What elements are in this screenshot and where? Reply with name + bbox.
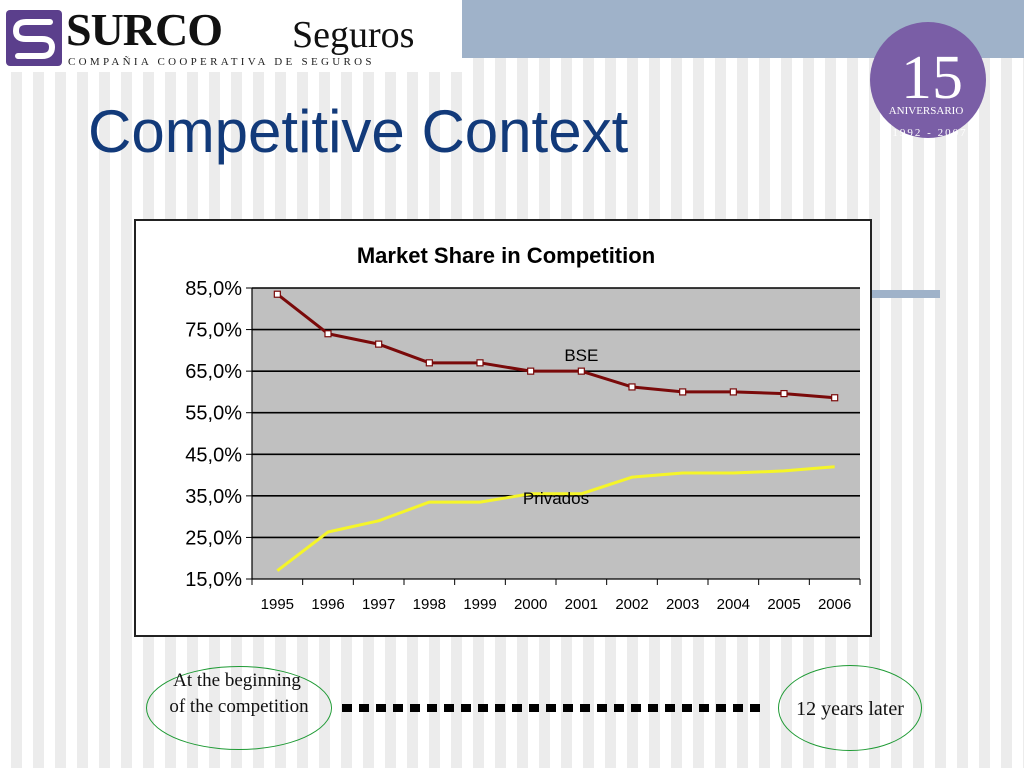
start-note-line1: At the beginning: [173, 670, 301, 691]
x-tick-label: 2005: [767, 596, 800, 613]
x-tick-label: 2002: [615, 596, 648, 613]
x-tick-label: 2003: [666, 596, 699, 613]
x-tick-label: 1998: [413, 596, 446, 613]
y-tick-label: 55,0%: [185, 403, 242, 425]
series-label-privados: Privados: [523, 489, 589, 508]
brand-tagline: COMPAÑIA COOPERATIVA DE SEGUROS: [68, 56, 375, 68]
series-label-bse: BSE: [564, 346, 598, 365]
data-point: [324, 330, 332, 338]
data-point: [476, 359, 484, 367]
seal-label: ANIVERSARIO: [889, 105, 964, 117]
x-tick-label: 1997: [362, 596, 395, 613]
market-share-chart: Market Share in Competition 15,0% 25,0% 35…: [185, 243, 861, 613]
end-note: 12 years later: [796, 698, 904, 720]
data-point: [577, 367, 585, 375]
x-tick-label: 2004: [717, 596, 750, 613]
start-note-line2: of the competition: [169, 696, 309, 717]
plot-area: [252, 288, 860, 579]
accent-dash: [872, 290, 940, 298]
page-title: Competitive Context: [88, 98, 629, 165]
data-point: [375, 340, 383, 348]
dotted-connector: [342, 704, 760, 712]
series-line-privados: [276, 465, 835, 572]
data-point: [679, 388, 687, 396]
company-logo: SURCO Seguros COMPAÑIA COOPERATIVA DE SE…: [0, 0, 462, 72]
brand-subname: Seguros: [292, 14, 415, 56]
y-tick-label: 45,0%: [185, 444, 242, 466]
x-tick-label: 2001: [565, 596, 598, 613]
data-point: [425, 359, 433, 367]
data-point: [729, 388, 737, 396]
series-line-bse: [276, 293, 835, 400]
x-tick-label: 2006: [818, 596, 851, 613]
chart-panel: Market Share in Competition 15,0% 25,0% 35…: [134, 219, 872, 637]
x-tick-label: 1996: [311, 596, 344, 613]
data-point: [780, 389, 788, 398]
y-tick-label: 65,0%: [185, 361, 242, 383]
x-tick-label: 1995: [261, 596, 294, 613]
chart-title: Market Share in Competition: [357, 243, 655, 268]
data-point: [527, 367, 535, 375]
data-point: [273, 290, 281, 298]
data-point: [628, 383, 636, 391]
x-tick-label: 1999: [463, 596, 496, 613]
surco-s-logo-icon: [6, 10, 62, 66]
seal-years: 1992 - 2007: [892, 127, 967, 139]
y-tick-label: 15,0%: [185, 569, 242, 591]
anniversary-seal-icon: 15 ANIVERSARIO 1992 - 2007: [870, 22, 986, 139]
end-callout-oval: [778, 665, 922, 751]
y-tick-label: 25,0%: [185, 527, 242, 549]
y-tick-label: 75,0%: [185, 320, 242, 342]
start-callout-oval: [146, 666, 332, 750]
y-tick-label: 35,0%: [185, 486, 242, 508]
seal-number: 15: [901, 44, 963, 112]
brand-name: SURCO: [66, 4, 223, 55]
y-tick-label: 85,0%: [185, 278, 242, 300]
x-tick-label: 2000: [514, 596, 547, 613]
data-point: [831, 394, 839, 402]
